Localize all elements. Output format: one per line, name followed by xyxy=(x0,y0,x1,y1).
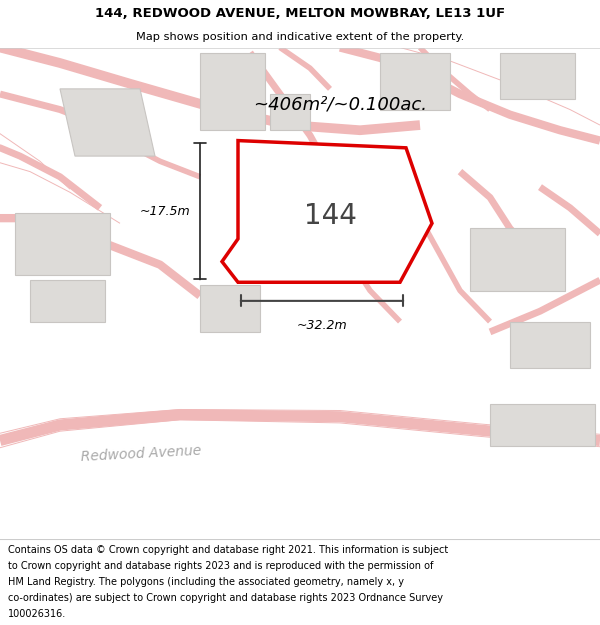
Text: ~406m²/~0.100ac.: ~406m²/~0.100ac. xyxy=(253,96,427,113)
Polygon shape xyxy=(200,52,265,130)
Text: co-ordinates) are subject to Crown copyright and database rights 2023 Ordnance S: co-ordinates) are subject to Crown copyr… xyxy=(8,592,443,602)
Polygon shape xyxy=(380,52,450,109)
Text: 144: 144 xyxy=(304,202,356,230)
Polygon shape xyxy=(500,52,575,99)
Polygon shape xyxy=(295,177,360,234)
Text: Map shows position and indicative extent of the property.: Map shows position and indicative extent… xyxy=(136,32,464,42)
Polygon shape xyxy=(222,141,432,282)
Polygon shape xyxy=(15,213,110,275)
Polygon shape xyxy=(270,94,310,130)
Text: ~32.2m: ~32.2m xyxy=(296,319,347,332)
Polygon shape xyxy=(490,404,595,446)
Polygon shape xyxy=(200,286,260,332)
Text: ~17.5m: ~17.5m xyxy=(139,205,190,218)
Polygon shape xyxy=(60,89,155,156)
Text: Contains OS data © Crown copyright and database right 2021. This information is : Contains OS data © Crown copyright and d… xyxy=(8,545,448,555)
Text: Redwood Avenue: Redwood Avenue xyxy=(80,444,201,464)
Text: 100026316.: 100026316. xyxy=(8,609,66,619)
Polygon shape xyxy=(470,229,565,291)
Text: HM Land Registry. The polygons (including the associated geometry, namely x, y: HM Land Registry. The polygons (includin… xyxy=(8,577,404,587)
Polygon shape xyxy=(30,280,105,322)
Text: 144, REDWOOD AVENUE, MELTON MOWBRAY, LE13 1UF: 144, REDWOOD AVENUE, MELTON MOWBRAY, LE1… xyxy=(95,7,505,20)
Polygon shape xyxy=(510,322,590,368)
Text: to Crown copyright and database rights 2023 and is reproduced with the permissio: to Crown copyright and database rights 2… xyxy=(8,561,433,571)
